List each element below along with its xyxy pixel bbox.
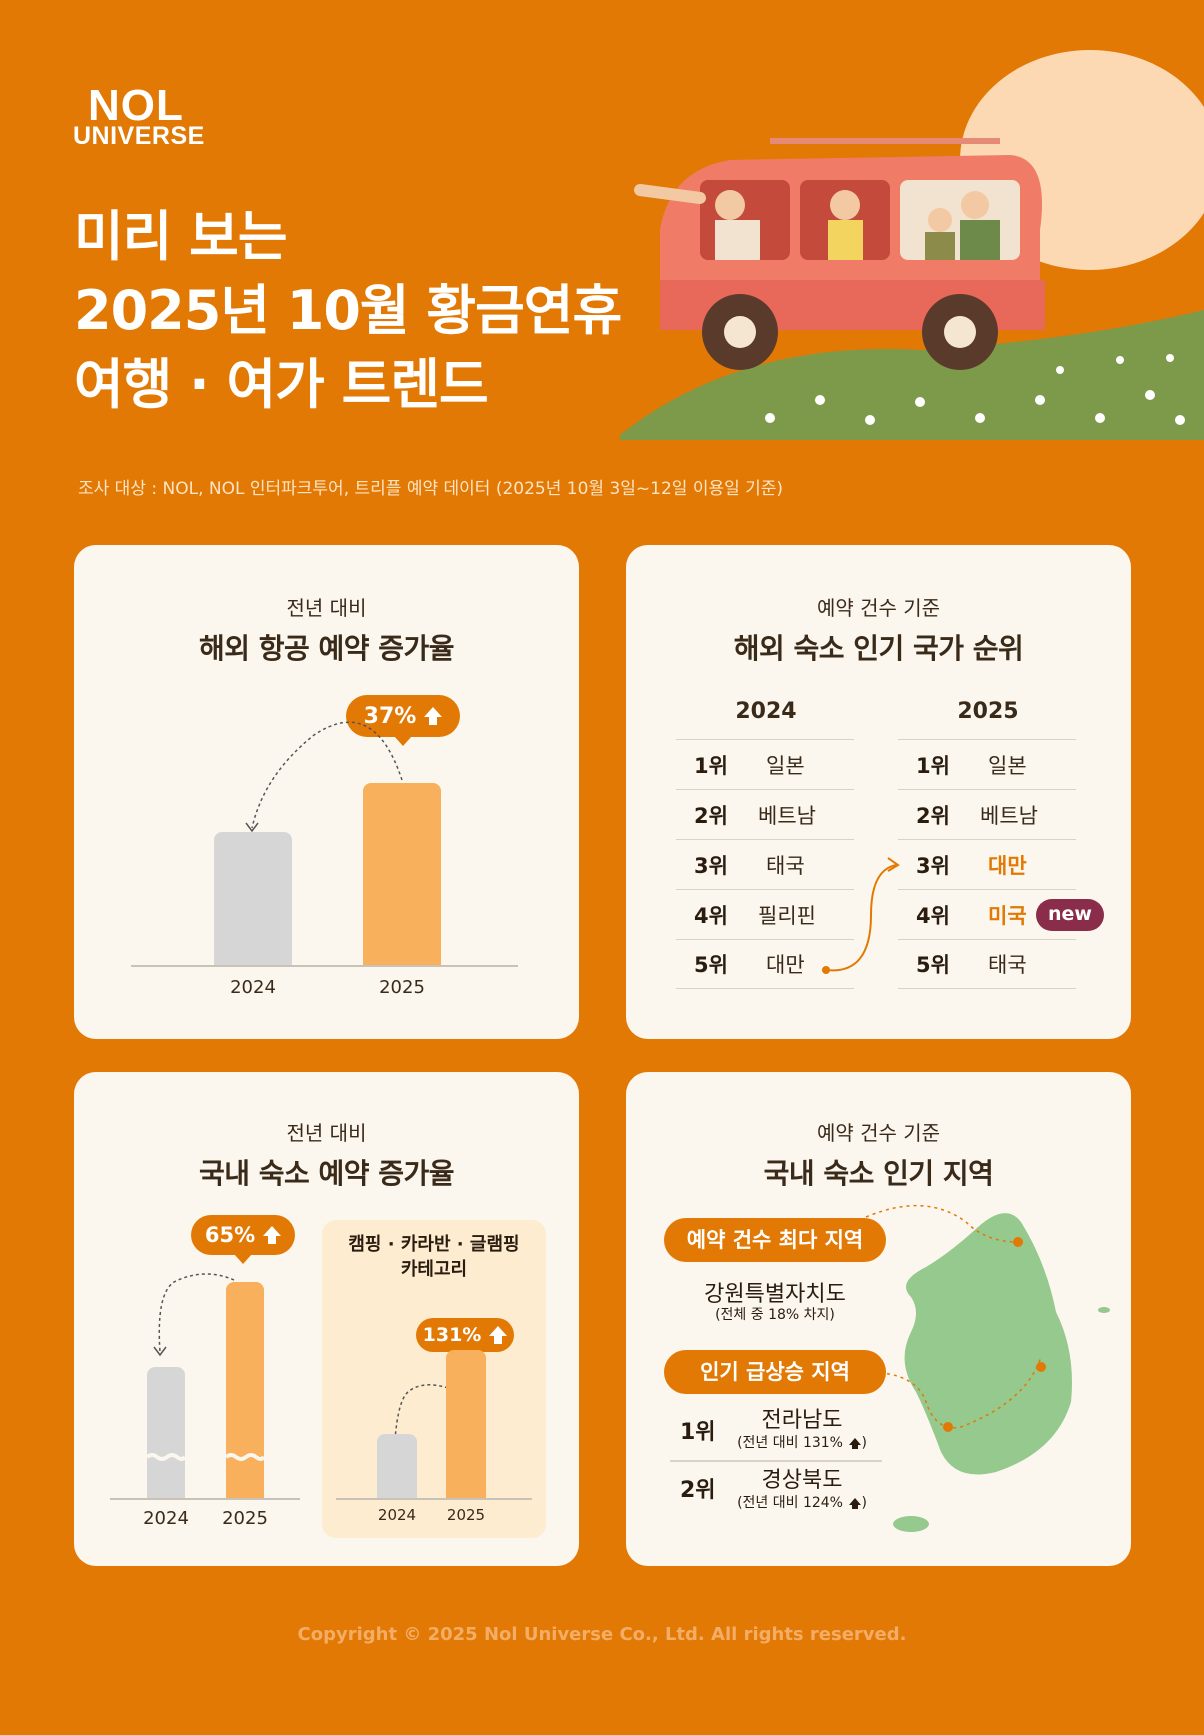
arrow-up-icon bbox=[849, 1438, 862, 1449]
title-line-1: 미리 보는 bbox=[74, 205, 288, 268]
highlight-country: 미국 bbox=[988, 903, 1027, 928]
page-title: 미리 보는 2025년 10월 황금연휴 여행 · 여가 트렌드 bbox=[74, 200, 622, 422]
card-subtitle: 전년 대비 bbox=[286, 1121, 367, 1145]
table-row: 5위 대만 bbox=[676, 939, 854, 989]
card-domestic-increase: 전년 대비 국내 숙소 예약 증가율 65% 2024 2025 캠핑 · 카라… bbox=[74, 1072, 579, 1566]
arrow-up-icon bbox=[424, 707, 443, 725]
arrow-up-icon bbox=[489, 1326, 508, 1344]
table-row: 1위 일본 bbox=[676, 739, 854, 789]
increase-value: 37% bbox=[363, 703, 417, 729]
most-booked-label: 예약 건수 최다 지역 bbox=[664, 1218, 886, 1262]
increase-badge: 65% bbox=[191, 1215, 295, 1264]
table-row: 3위 대만 bbox=[898, 839, 1076, 889]
card-subtitle: 예약 건수 기준 bbox=[816, 596, 941, 620]
jeju-island bbox=[893, 1516, 929, 1532]
year-2024-header: 2024 bbox=[735, 699, 797, 724]
rising-region-1: 전라남도 bbox=[761, 1408, 843, 1433]
chart-baseline bbox=[336, 1498, 532, 1500]
xlabel-2024: 2024 bbox=[143, 1508, 189, 1529]
xlabel-2024: 2024 bbox=[377, 1506, 417, 1524]
table-row: 4위 미국 bbox=[898, 889, 1076, 939]
logo-universe: UNIVERSE bbox=[73, 122, 205, 150]
table-row: 5위 태국 bbox=[898, 939, 1076, 989]
ranking-table-2025: 1위 일본 2위 베트남 3위 대만 4위 미국 5위 태국 bbox=[898, 739, 1076, 989]
highlight-country: 대만 bbox=[988, 853, 1027, 878]
logo-nol: NOL bbox=[88, 81, 184, 130]
rising-note-1: (전년 대비 131% ) bbox=[737, 1435, 867, 1451]
card-overseas-flight: 전년 대비 해외 항공 예약 증가율 37% 2024 2025 bbox=[74, 545, 579, 1039]
dotted-arrow bbox=[245, 721, 403, 833]
category-box: 캠핑 · 카라반 · 글램핑 카테고리 131% 2024 2025 bbox=[322, 1220, 546, 1538]
copyright: Copyright © 2025 Nol Universe Co., Ltd. … bbox=[297, 1624, 907, 1645]
table-row: 2위 베트남 bbox=[898, 789, 1076, 839]
bar-2024 bbox=[377, 1434, 417, 1498]
most-booked-region: 강원특별자치도 bbox=[704, 1282, 846, 1307]
increase-badge: 37% bbox=[346, 695, 460, 746]
roof-rack bbox=[770, 138, 1000, 144]
card-title: 국내 숙소 예약 증가율 bbox=[198, 1157, 455, 1190]
card-subtitle: 전년 대비 bbox=[286, 596, 367, 620]
title-line-2: 2025년 10월 황금연휴 bbox=[74, 279, 622, 342]
arrow-up-icon bbox=[849, 1498, 862, 1509]
bar-2025 bbox=[363, 783, 441, 965]
increase-value: 65% bbox=[204, 1223, 256, 1247]
card-subtitle: 예약 건수 기준 bbox=[816, 1121, 941, 1145]
most-booked-note: (전체 중 18% 차지) bbox=[715, 1307, 835, 1323]
dotted-arrow bbox=[153, 1273, 235, 1357]
dotted-arrow bbox=[387, 1384, 449, 1463]
divider bbox=[670, 1460, 882, 1462]
card-title: 해외 숙소 인기 국가 순위 bbox=[733, 632, 1024, 665]
table-row: 4위 필리핀 bbox=[676, 889, 854, 939]
table-row: 2위 베트남 bbox=[676, 789, 854, 839]
chart-baseline bbox=[131, 965, 518, 967]
card-title: 국내 숙소 인기 지역 bbox=[763, 1157, 994, 1190]
title-line-3: 여행 · 여가 트렌드 bbox=[74, 353, 489, 416]
bar-2024 bbox=[214, 832, 292, 965]
survey-note: 조사 대상 : NOL, NOL 인터파크투어, 트리플 예약 데이터 (202… bbox=[78, 479, 784, 499]
grass-hill bbox=[620, 310, 1204, 440]
chart-baseline bbox=[110, 1498, 300, 1500]
table-row: 3위 태국 bbox=[676, 839, 854, 889]
xlabel-2025: 2025 bbox=[222, 1508, 268, 1529]
korea-mainland bbox=[904, 1213, 1072, 1475]
rising-label: 인기 급상승 지역 bbox=[664, 1350, 886, 1394]
table-row: 1위 일본 bbox=[898, 739, 1076, 789]
van-illustration bbox=[620, 50, 1204, 440]
flowers bbox=[765, 354, 1185, 425]
category-increase-value: 131% bbox=[422, 1324, 482, 1346]
rising-note-2: (전년 대비 124% ) bbox=[737, 1495, 867, 1511]
bar-2024 bbox=[147, 1367, 185, 1498]
new-badge: new bbox=[1036, 899, 1104, 931]
card-title: 해외 항공 예약 증가율 bbox=[198, 632, 455, 665]
category-title: 캠핑 · 카라반 · 글램핑 카테고리 bbox=[348, 1234, 520, 1280]
card-domestic-regions: 예약 건수 기준 국내 숙소 인기 지역 예약 건수 최다 지역 강원특별자치도… bbox=[626, 1072, 1131, 1566]
year-2025-header: 2025 bbox=[957, 699, 1019, 724]
xlabel-2025: 2025 bbox=[379, 977, 425, 998]
rising-rank-2: 2위 bbox=[680, 1478, 716, 1503]
xlabel-2024: 2024 bbox=[230, 977, 276, 998]
bar-2025 bbox=[446, 1350, 486, 1498]
card-overseas-ranking: 예약 건수 기준 해외 숙소 인기 국가 순위 2024 2025 1위 일본 2… bbox=[626, 545, 1131, 1039]
bar-2025 bbox=[226, 1282, 264, 1498]
korea-map bbox=[865, 1204, 1110, 1532]
xlabel-2025: 2025 bbox=[446, 1506, 486, 1524]
rising-region-2: 경상북도 bbox=[761, 1468, 843, 1493]
rising-rank-1: 1위 bbox=[680, 1420, 716, 1445]
ranking-table-2024: 1위 일본 2위 베트남 3위 태국 4위 필리핀 5위 대만 bbox=[676, 739, 854, 989]
arrow-up-icon bbox=[263, 1226, 282, 1244]
rank-move-arrow bbox=[822, 857, 900, 974]
axis-break-marks bbox=[145, 1453, 266, 1461]
